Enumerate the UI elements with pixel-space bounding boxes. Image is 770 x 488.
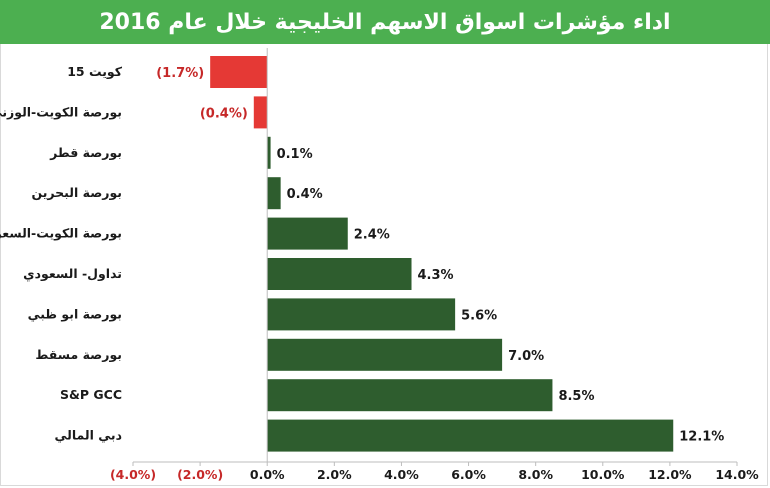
x-tick-label: 10.0%	[581, 467, 625, 482]
data-label: 2.4%	[354, 228, 390, 243]
bar	[253, 96, 268, 129]
data-label: 12.1%	[679, 430, 724, 445]
bar	[267, 379, 553, 412]
data-label: 5.6%	[461, 308, 497, 323]
x-tick-label: 4.0%	[384, 467, 419, 482]
bar	[267, 338, 503, 371]
bar	[267, 419, 674, 452]
x-tick-label: 12.0%	[648, 467, 692, 482]
category-label: بورصة الكويت-الوزني	[0, 104, 122, 119]
data-label: 0.4%	[287, 187, 323, 202]
data-label: 0.1%	[277, 147, 313, 162]
category-label: بورصة البحرين	[31, 185, 122, 200]
category-label: بورصة ابو ظبي	[28, 306, 122, 321]
x-tick-label: 8.0%	[518, 467, 553, 482]
data-label: (1.7%)	[156, 66, 204, 81]
data-label: 4.3%	[418, 268, 454, 283]
category-label: بورصة مسقط	[35, 347, 122, 362]
x-tick-label: (4.0%)	[110, 467, 156, 482]
chart-panel	[0, 44, 768, 486]
data-label: 7.0%	[508, 349, 544, 364]
bar	[210, 56, 268, 88]
category-label: كويت 15	[67, 64, 123, 79]
category-label: دبي المالي	[55, 428, 123, 443]
bar	[267, 258, 412, 290]
data-label: 8.5%	[558, 389, 594, 404]
category-label: بورصة قطر	[49, 145, 122, 160]
x-tick-label: (2.0%)	[177, 467, 223, 482]
x-tick-label: 14.0%	[715, 467, 759, 482]
category-label: تداول- السعودي	[23, 266, 122, 281]
bar	[267, 217, 348, 250]
bar	[267, 177, 281, 210]
x-tick-label: 6.0%	[451, 467, 486, 482]
x-tick-label: 2.0%	[317, 467, 352, 482]
title-bar: اداء مؤشرات اسواق الاسهم الخليجية خلال ع…	[0, 0, 770, 44]
category-label: بورصة الكويت-السعري	[0, 226, 122, 241]
data-label: (0.4%)	[200, 106, 248, 121]
category-label: S&P GCC	[60, 387, 122, 402]
bar	[267, 298, 456, 331]
x-tick-label: 0.0%	[250, 467, 285, 482]
bar	[267, 136, 271, 169]
chart-title: اداء مؤشرات اسواق الاسهم الخليجية خلال ع…	[99, 9, 671, 35]
